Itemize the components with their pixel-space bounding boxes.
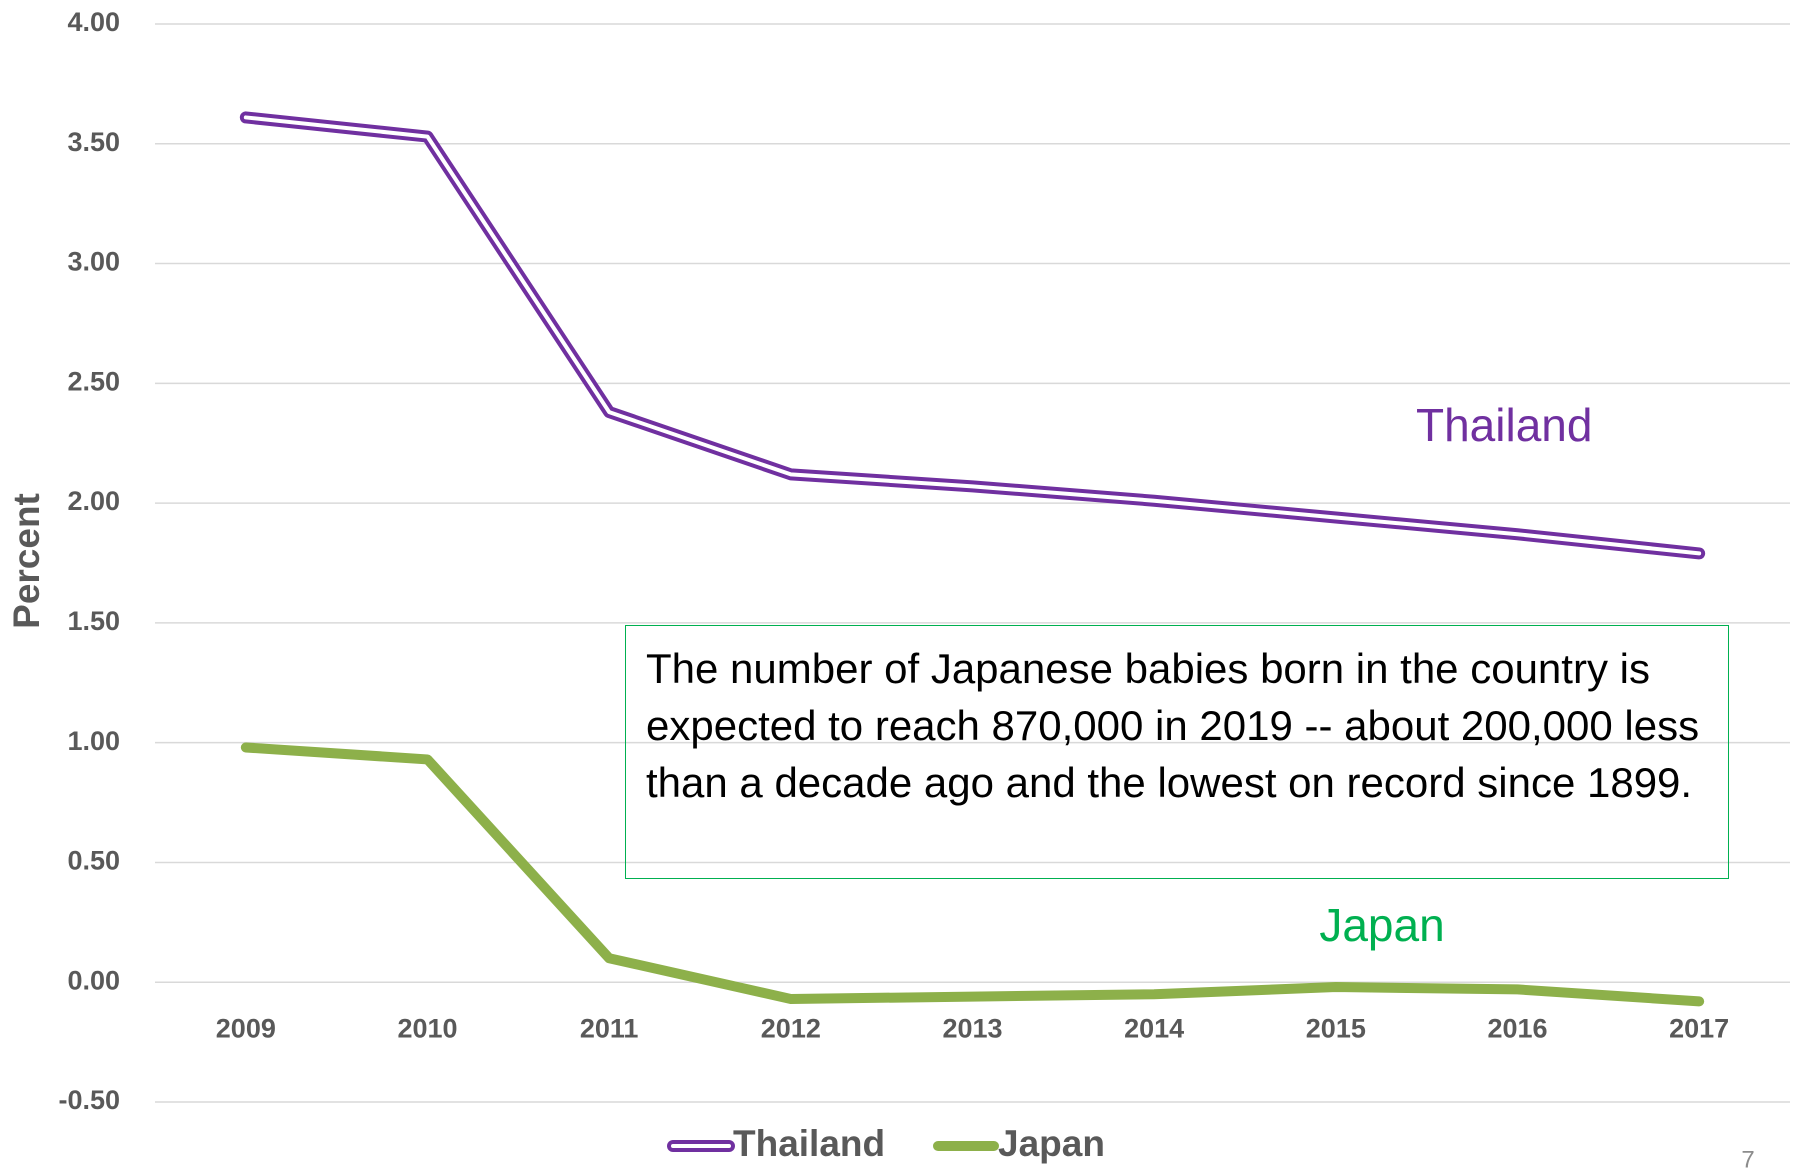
annotation-box: The number of Japanese babies born in th… <box>625 625 1729 879</box>
y-tick-label: 3.50 <box>67 127 120 157</box>
x-tick-label: 2013 <box>942 1013 1002 1043</box>
x-tick-label: 2017 <box>1669 1013 1729 1043</box>
series-annotation: Thailand <box>1416 399 1592 451</box>
legend-label: Thailand <box>733 1123 885 1164</box>
x-tick-label: 2009 <box>216 1013 276 1043</box>
x-tick-label: 2010 <box>397 1013 457 1043</box>
series-line <box>240 742 1705 1007</box>
y-tick-label: 1.50 <box>67 606 120 636</box>
legend-label: Japan <box>998 1123 1105 1164</box>
y-tick-label: 0.50 <box>67 846 120 876</box>
x-tick-label: 2014 <box>1124 1013 1184 1043</box>
page-number: 7 <box>1741 1146 1754 1170</box>
y-tick-label: 2.00 <box>67 486 120 516</box>
y-tick-label: 4.00 <box>67 7 120 37</box>
y-tick-label: 0.00 <box>67 965 120 995</box>
y-tick-label: 3.00 <box>67 247 120 277</box>
x-tick-label: 2016 <box>1487 1013 1547 1043</box>
series-annotation: Japan <box>1319 899 1444 951</box>
x-tick-label: 2015 <box>1306 1013 1366 1043</box>
y-axis-label: Percent <box>6 493 47 629</box>
y-tick-label: -0.50 <box>58 1085 120 1115</box>
x-tick-label: 2011 <box>580 1013 639 1043</box>
series-line-inner <box>243 115 1702 556</box>
y-tick-label: 2.50 <box>67 366 120 396</box>
y-tick-label: 1.00 <box>67 726 120 756</box>
x-tick-label: 2012 <box>761 1013 821 1043</box>
